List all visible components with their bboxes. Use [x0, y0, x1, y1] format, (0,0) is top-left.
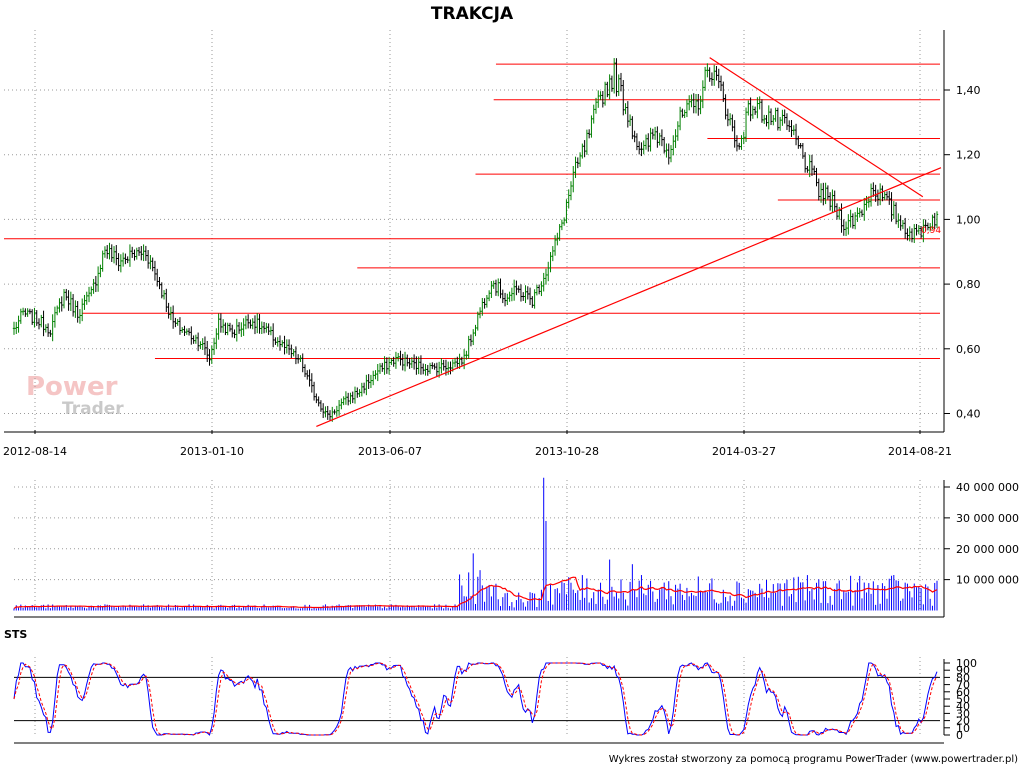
- volume-average-line: [13, 576, 938, 609]
- volume-y-tick-label: 40 000 000: [956, 481, 1019, 494]
- sts-y-tick-label: 20: [956, 715, 970, 728]
- price-y-tick-label: 1,20: [956, 149, 981, 162]
- price-y-tick-label: 1,00: [956, 213, 981, 226]
- volume-y-tick-label: 30 000 000: [956, 512, 1019, 525]
- x-tick-label: 2014-03-27: [712, 445, 776, 458]
- sts-y-tick-label: 40: [956, 700, 970, 713]
- last-value-label: 0,94: [921, 226, 941, 236]
- sts-y-tick-label: 30: [956, 707, 970, 720]
- trendlines: [316, 57, 942, 427]
- price-y-tick-label: 0,60: [956, 343, 981, 356]
- sts-panel-title: STS: [4, 628, 27, 641]
- sts-y-tick-label: 0: [956, 729, 963, 742]
- logo-trader-text: Trader: [62, 399, 124, 419]
- price-y-tick-label: 0,80: [956, 278, 981, 291]
- sts-k-line: [13, 662, 938, 736]
- sts-y-tick-label: 90: [956, 664, 970, 677]
- price-y-tick-label: 0,40: [956, 408, 981, 421]
- x-tick-label: 2013-01-10: [180, 445, 244, 458]
- x-tick-label: 2013-06-07: [358, 445, 422, 458]
- sts-d-line: [13, 662, 938, 736]
- x-tick-label: 2013-10-28: [535, 445, 599, 458]
- logo-power-text: Power: [26, 372, 118, 402]
- trendline: [709, 57, 924, 198]
- sts-y-tick-label: 100: [956, 657, 977, 670]
- volume-y-tick-label: 20 000 000: [956, 543, 1019, 556]
- footer-credit: Wykres został stworzony za pomocą progra…: [609, 754, 1018, 765]
- grid: [4, 30, 940, 735]
- sts-y-tick-label: 60: [956, 686, 970, 699]
- volume-y-tick-label: 10 000 000: [956, 574, 1019, 587]
- sts-y-tick-label: 10: [956, 722, 970, 735]
- volume-series: [13, 477, 938, 611]
- x-tick-label: 2012-08-14: [3, 445, 67, 458]
- sts-y-tick-label: 50: [956, 693, 970, 706]
- price-y-tick-label: 1,40: [956, 84, 981, 97]
- chart-title: TRAKCJA: [431, 4, 514, 24]
- price-series: [12, 58, 939, 422]
- sts-y-tick-label: 80: [956, 671, 970, 684]
- support-resistance-lines: [4, 63, 940, 360]
- axes: [4, 30, 950, 744]
- sts-series: [13, 662, 938, 736]
- trendline: [316, 167, 942, 427]
- watermark-logo: Power Trader: [26, 372, 124, 419]
- x-tick-label: 2014-08-21: [888, 445, 952, 458]
- sts-y-tick-label: 70: [956, 679, 970, 692]
- tick-labels: 2012-08-14 2013-01-10 2013-06-07 2013-10-28…: [3, 84, 1019, 742]
